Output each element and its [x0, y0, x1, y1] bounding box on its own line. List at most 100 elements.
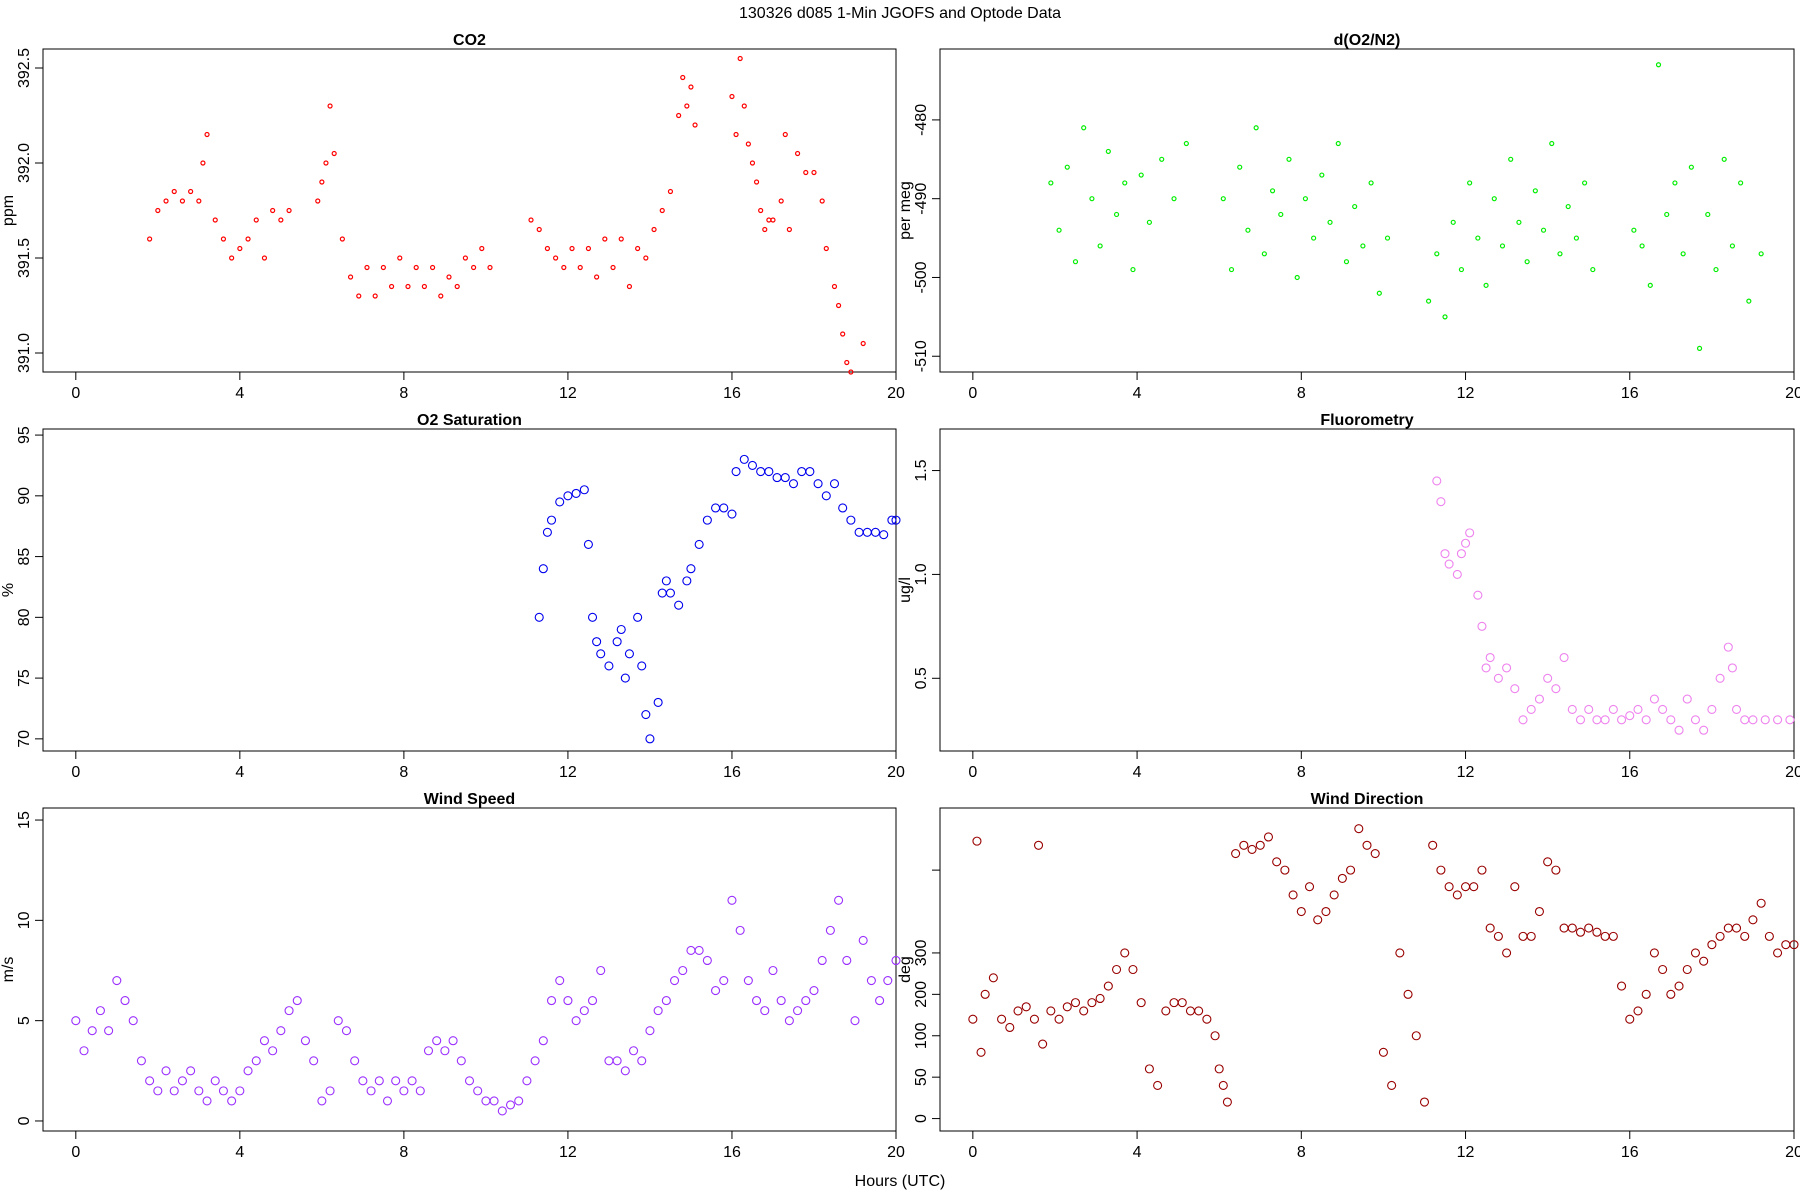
data-point [1444, 559, 1454, 569]
data-point [171, 188, 177, 195]
y-axis-label: per meg [897, 181, 914, 240]
data-point [1269, 188, 1276, 194]
data-point [768, 965, 778, 976]
x-tick-label: 8 [1297, 1144, 1306, 1161]
x-tick-label: 12 [1457, 385, 1475, 402]
plot-frame [939, 428, 1795, 752]
data-point [1228, 266, 1235, 273]
data-point [1220, 196, 1226, 202]
data-point [1551, 865, 1561, 875]
x-axis-label: Hours (UTC) [855, 1173, 946, 1190]
data-point [243, 1066, 253, 1076]
data-point [440, 1046, 450, 1056]
data-point [1329, 890, 1339, 900]
y-tick-label: 5 [16, 1016, 33, 1025]
data-point [1641, 715, 1651, 725]
x-tick-label: 0 [71, 764, 80, 781]
panel-title: Wind Speed [424, 791, 515, 808]
data-point [71, 1016, 81, 1026]
data-point [268, 1046, 278, 1056]
data-point [879, 530, 889, 540]
data-point [169, 1086, 179, 1096]
data-point [1516, 219, 1522, 225]
data-point [1723, 642, 1733, 652]
data-point [553, 255, 559, 261]
data-point [1740, 931, 1750, 941]
data-point [637, 1056, 647, 1066]
data-point [585, 245, 592, 252]
x-tick-label: 16 [723, 764, 741, 781]
data-point [1263, 832, 1274, 842]
data-point [747, 460, 758, 471]
data-point [471, 264, 477, 271]
data-point [1781, 940, 1791, 950]
data-point [788, 479, 799, 489]
data-point [112, 975, 122, 986]
data-point [1029, 1014, 1039, 1024]
data-point [596, 649, 606, 659]
data-point [327, 103, 333, 109]
data-point [641, 709, 651, 720]
x-tick-label: 20 [1785, 385, 1800, 402]
data-point [536, 226, 542, 233]
y-tick-label: 1.5 [913, 459, 930, 481]
data-point [251, 1056, 261, 1066]
data-point [739, 454, 749, 464]
data-point [618, 236, 624, 242]
data-point [339, 236, 345, 242]
data-point [653, 697, 663, 707]
data-point [1641, 989, 1651, 999]
y-tick-label: -500 [913, 261, 930, 293]
data-point [1005, 1022, 1015, 1033]
data-point [448, 1036, 458, 1046]
data-point [561, 264, 567, 271]
data-point [594, 274, 600, 280]
data-point [1056, 227, 1062, 233]
data-point [684, 103, 690, 109]
data-point [163, 198, 169, 204]
y-axis-label: ug/l [897, 577, 914, 603]
data-point [643, 255, 649, 261]
data-point [1647, 282, 1653, 288]
data-point [323, 160, 329, 166]
y-tick-label: 200 [913, 981, 930, 1008]
data-point [1222, 1097, 1232, 1107]
data-point [1458, 266, 1465, 273]
data-point [1467, 180, 1473, 186]
data-point [854, 527, 864, 537]
data-point [811, 169, 817, 176]
data-point [1185, 1006, 1196, 1016]
plot-frame [42, 48, 897, 373]
data-point [756, 466, 766, 477]
data-point [1177, 998, 1187, 1008]
data-point [1403, 989, 1413, 999]
data-point [737, 55, 743, 62]
data-point [1666, 989, 1676, 999]
data-point [1122, 180, 1128, 186]
data-point [838, 503, 848, 513]
data-point [317, 1096, 327, 1106]
data-point [862, 527, 872, 537]
data-point [1682, 694, 1692, 704]
data-point [292, 996, 302, 1006]
data-point [1649, 948, 1659, 958]
data-point [415, 1086, 425, 1096]
data-point [1543, 673, 1553, 683]
data-point [1760, 715, 1770, 725]
data-point [1723, 923, 1733, 933]
data-point [702, 955, 712, 966]
data-point [858, 935, 868, 945]
data-point [1483, 282, 1489, 288]
data-point [1658, 704, 1668, 715]
data-point [1567, 923, 1577, 933]
data-point [397, 255, 403, 261]
data-point [1286, 156, 1292, 162]
x-tick-label: 12 [559, 764, 577, 781]
data-point [1153, 1080, 1163, 1090]
data-point [784, 1016, 794, 1026]
data-point [772, 473, 782, 483]
data-point [1072, 259, 1079, 265]
data-point [770, 217, 776, 223]
